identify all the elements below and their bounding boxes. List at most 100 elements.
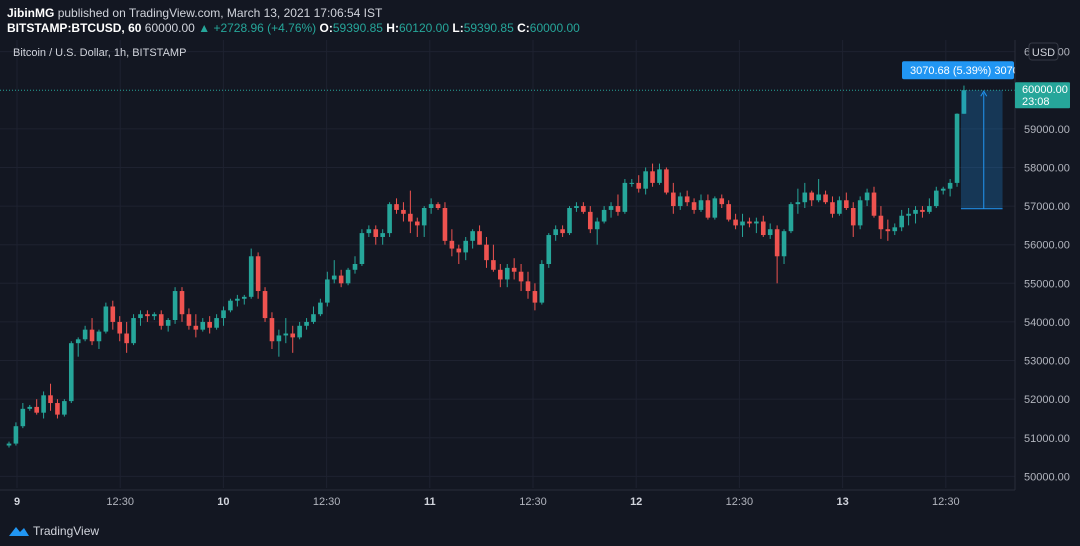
y-tick-label: 54000.00	[1024, 317, 1070, 329]
candle-body	[622, 182, 628, 212]
y-tick-label: 57000.00	[1024, 201, 1070, 213]
candle	[615, 194, 621, 216]
candle-body	[138, 314, 143, 319]
candle	[241, 294, 247, 305]
candle	[560, 225, 565, 237]
candle-body	[110, 306, 116, 322]
candle-body	[788, 204, 794, 232]
candle	[359, 229, 365, 266]
currency-button[interactable]	[1028, 42, 1059, 61]
candle	[954, 113, 960, 187]
candle	[733, 213, 738, 230]
candle	[408, 190, 413, 234]
candle-body	[940, 188, 946, 191]
x-tick-label: 11	[424, 496, 436, 508]
candle-body	[325, 279, 330, 303]
candle-body	[165, 320, 171, 326]
x-tick-label: 13	[836, 496, 848, 508]
candle	[117, 316, 123, 342]
time-axis[interactable]: 9 12:30 10 12:30 11 12:30 12 12:30 13 12:30	[0, 489, 1015, 508]
candle	[823, 190, 828, 205]
candle-body	[878, 215, 884, 230]
currency-label[interactable]: USD	[1032, 47, 1055, 59]
candle-body	[830, 202, 835, 214]
x-tick-label: 12	[630, 496, 642, 508]
last-price: 60000.00	[144, 21, 195, 35]
candle	[276, 329, 282, 357]
candle-body	[587, 211, 593, 230]
measure-label: 3070.68 (5.39%) 30706	[910, 65, 1025, 77]
candle-body	[269, 318, 275, 342]
candle	[338, 269, 344, 288]
candle-body	[345, 269, 351, 284]
candle	[885, 219, 891, 241]
candle	[871, 186, 877, 218]
candle	[172, 287, 178, 324]
candle	[608, 202, 614, 218]
candle	[511, 258, 517, 280]
candle	[664, 167, 669, 195]
candle	[179, 287, 185, 322]
candle-body	[525, 281, 531, 292]
tradingview-logo-icon	[9, 527, 29, 536]
symbol-label: BITSTAMP:BTCUSD, 60	[7, 21, 142, 35]
candle	[283, 318, 289, 344]
y-tick-label: 55000.00	[1024, 278, 1070, 290]
candle-body	[733, 219, 738, 226]
y-tick-label: 50000.00	[1024, 471, 1070, 483]
candle	[546, 233, 552, 268]
candle-body	[698, 200, 704, 210]
candle	[269, 312, 275, 349]
candle	[754, 217, 759, 234]
footer: TradingView	[0, 516, 1080, 546]
candle-body	[740, 221, 745, 226]
x-tick-label: 9	[14, 496, 20, 508]
tradingview-brand: TradingView	[33, 524, 100, 538]
candle	[186, 308, 192, 330]
candle-body	[463, 240, 469, 253]
candle-body	[511, 267, 517, 272]
candle-body	[449, 240, 455, 249]
candle-body	[906, 213, 911, 216]
candle	[235, 294, 240, 307]
candle	[747, 217, 752, 228]
price-axis[interactable]: 50000.00 51000.00 52000.00 53000.00 54000.00…	[1014, 40, 1080, 516]
candle	[456, 244, 462, 264]
candle-body	[68, 343, 74, 402]
candle-body	[850, 208, 856, 226]
candle	[138, 310, 143, 326]
candle-body	[48, 395, 53, 404]
candle	[581, 202, 586, 214]
candle-body	[767, 229, 773, 236]
candle	[809, 190, 815, 207]
candle-body	[816, 194, 821, 201]
candle	[636, 175, 642, 193]
price-chart[interactable]: 3070.68 (5.39%) 30706 Bitcoin / U.S. Doll…	[0, 0, 1080, 516]
candle-body	[553, 229, 558, 236]
author-name[interactable]: JibinMG	[7, 6, 55, 20]
candle	[525, 271, 531, 299]
candle	[89, 318, 95, 346]
candle-body	[954, 113, 960, 183]
candle-body	[13, 426, 19, 444]
candle	[671, 182, 676, 214]
candle	[906, 208, 911, 226]
candle	[726, 200, 731, 222]
candle	[760, 215, 766, 237]
candle-body	[615, 206, 621, 212]
candle	[643, 167, 648, 195]
candle	[401, 202, 406, 222]
candle-body	[200, 321, 206, 330]
tradingview-logo[interactable]: TradingView	[8, 523, 99, 539]
candle	[75, 337, 81, 357]
candle-body	[96, 331, 102, 342]
candle-body	[754, 221, 759, 224]
candle	[933, 186, 939, 208]
candle-body	[712, 198, 718, 218]
candle-body	[470, 231, 475, 241]
candle	[650, 163, 655, 187]
candle-body	[89, 329, 95, 342]
y-tick-label: 52000.00	[1024, 394, 1070, 406]
candle	[892, 223, 898, 236]
candle	[207, 316, 212, 334]
